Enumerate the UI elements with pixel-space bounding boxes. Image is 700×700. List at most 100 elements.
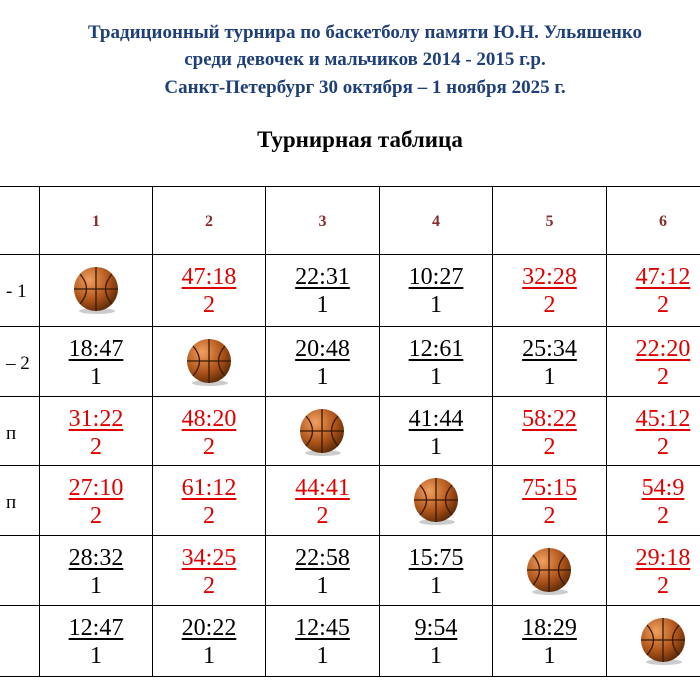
row-label: п <box>6 423 17 444</box>
points: 1 <box>430 364 442 390</box>
score: 48:20 <box>181 406 237 432</box>
score: 75:15 <box>522 475 577 501</box>
points: 1 <box>90 643 102 669</box>
points: 2 <box>657 364 669 390</box>
result-cell: 31:22 2 <box>40 397 153 466</box>
row-header <box>0 536 40 606</box>
result-cell <box>266 397 380 466</box>
score: 15:75 <box>408 545 464 571</box>
column-header: 3 <box>266 187 380 255</box>
points: 2 <box>203 573 215 599</box>
result-cell: 29:18 2 <box>607 536 700 606</box>
basketball-icon <box>184 337 234 392</box>
score: 41:44 <box>408 406 464 432</box>
score: 12:61 <box>408 336 464 362</box>
result-cell: 22:20 2 <box>607 327 700 397</box>
title-line: среди девочек и мальчиков 2014 - 2015 г.… <box>184 49 546 70</box>
score: 58:22 <box>522 406 577 432</box>
score: 10:27 <box>408 264 464 290</box>
basketball-icon <box>638 616 688 671</box>
result-cell: 47:18 2 <box>153 255 266 327</box>
result-cell <box>153 327 266 397</box>
row-header <box>0 606 40 677</box>
result-cell: 41:44 1 <box>380 397 493 466</box>
score: 61:12 <box>181 475 237 501</box>
column-header: 2 <box>153 187 266 255</box>
column-number: 2 <box>205 213 213 230</box>
score: 18:29 <box>522 615 577 641</box>
result-cell: 61:12 2 <box>153 466 266 536</box>
result-cell: 44:41 2 <box>266 466 380 536</box>
points: 2 <box>657 503 669 529</box>
points: 2 <box>657 292 669 318</box>
basketball <box>414 478 458 525</box>
result-cell: 10:27 1 <box>380 255 493 327</box>
points: 1 <box>316 364 329 390</box>
row-label: п <box>6 492 17 513</box>
row-header: п <box>0 397 40 466</box>
column-header: 1 <box>40 187 153 255</box>
result-cell: 20:48 1 <box>266 327 380 397</box>
result-cell: 12:61 1 <box>380 327 493 397</box>
basketball <box>300 409 344 456</box>
points: 2 <box>90 434 102 460</box>
basketball-icon <box>411 476 461 531</box>
result-cell: 45:12 2 <box>607 397 700 466</box>
points: 1 <box>543 643 556 669</box>
points: 1 <box>90 364 102 390</box>
corner-cell <box>0 187 40 255</box>
basketball <box>74 267 118 314</box>
points: 1 <box>430 292 442 318</box>
result-cell <box>607 606 700 677</box>
result-cell: 32:28 2 <box>493 255 607 327</box>
points: 2 <box>203 292 215 318</box>
result-cell <box>40 255 153 327</box>
score: 18:47 <box>68 336 124 362</box>
column-number: 6 <box>659 213 667 230</box>
result-cell: 34:25 2 <box>153 536 266 606</box>
row-header: п <box>0 466 40 536</box>
row-label: – 2 <box>6 353 30 374</box>
result-cell: 18:47 1 <box>40 327 153 397</box>
result-cell: 12:45 1 <box>266 606 380 677</box>
points: 1 <box>430 643 442 669</box>
result-cell: 22:31 1 <box>266 255 380 327</box>
score: 31:22 <box>68 406 124 432</box>
result-cell: 22:58 1 <box>266 536 380 606</box>
basketball-icon <box>524 546 574 601</box>
score: 20:48 <box>295 336 350 362</box>
points: 1 <box>316 573 329 599</box>
score: 12:45 <box>295 615 350 641</box>
score: 54:9 <box>641 475 685 501</box>
column-number: 4 <box>432 213 440 230</box>
basketball <box>527 548 571 595</box>
column-number: 3 <box>318 213 327 230</box>
score: 45:12 <box>635 406 691 432</box>
result-cell: 28:32 1 <box>40 536 153 606</box>
score: 27:10 <box>68 475 124 501</box>
column-number: 1 <box>92 213 100 230</box>
result-cell: 25:34 1 <box>493 327 607 397</box>
points: 1 <box>316 292 329 318</box>
score: 25:34 <box>522 336 577 362</box>
column-header: 6 <box>607 187 700 255</box>
result-cell: 9:54 1 <box>380 606 493 677</box>
result-cell: 47:12 2 <box>607 255 700 327</box>
score: 47:18 <box>181 264 237 290</box>
result-cell: 27:10 2 <box>40 466 153 536</box>
column-header: 4 <box>380 187 493 255</box>
result-cell <box>493 536 607 606</box>
points: 2 <box>657 434 669 460</box>
points: 1 <box>543 364 556 390</box>
result-cell: 20:22 1 <box>153 606 266 677</box>
result-cell: 75:15 2 <box>493 466 607 536</box>
result-cell: 58:22 2 <box>493 397 607 466</box>
points: 2 <box>203 434 215 460</box>
result-cell: 15:75 1 <box>380 536 493 606</box>
basketball-icon <box>71 265 121 320</box>
basketball <box>187 339 231 386</box>
points: 2 <box>543 292 556 318</box>
score: 44:41 <box>295 475 350 501</box>
score: 28:32 <box>68 545 124 571</box>
